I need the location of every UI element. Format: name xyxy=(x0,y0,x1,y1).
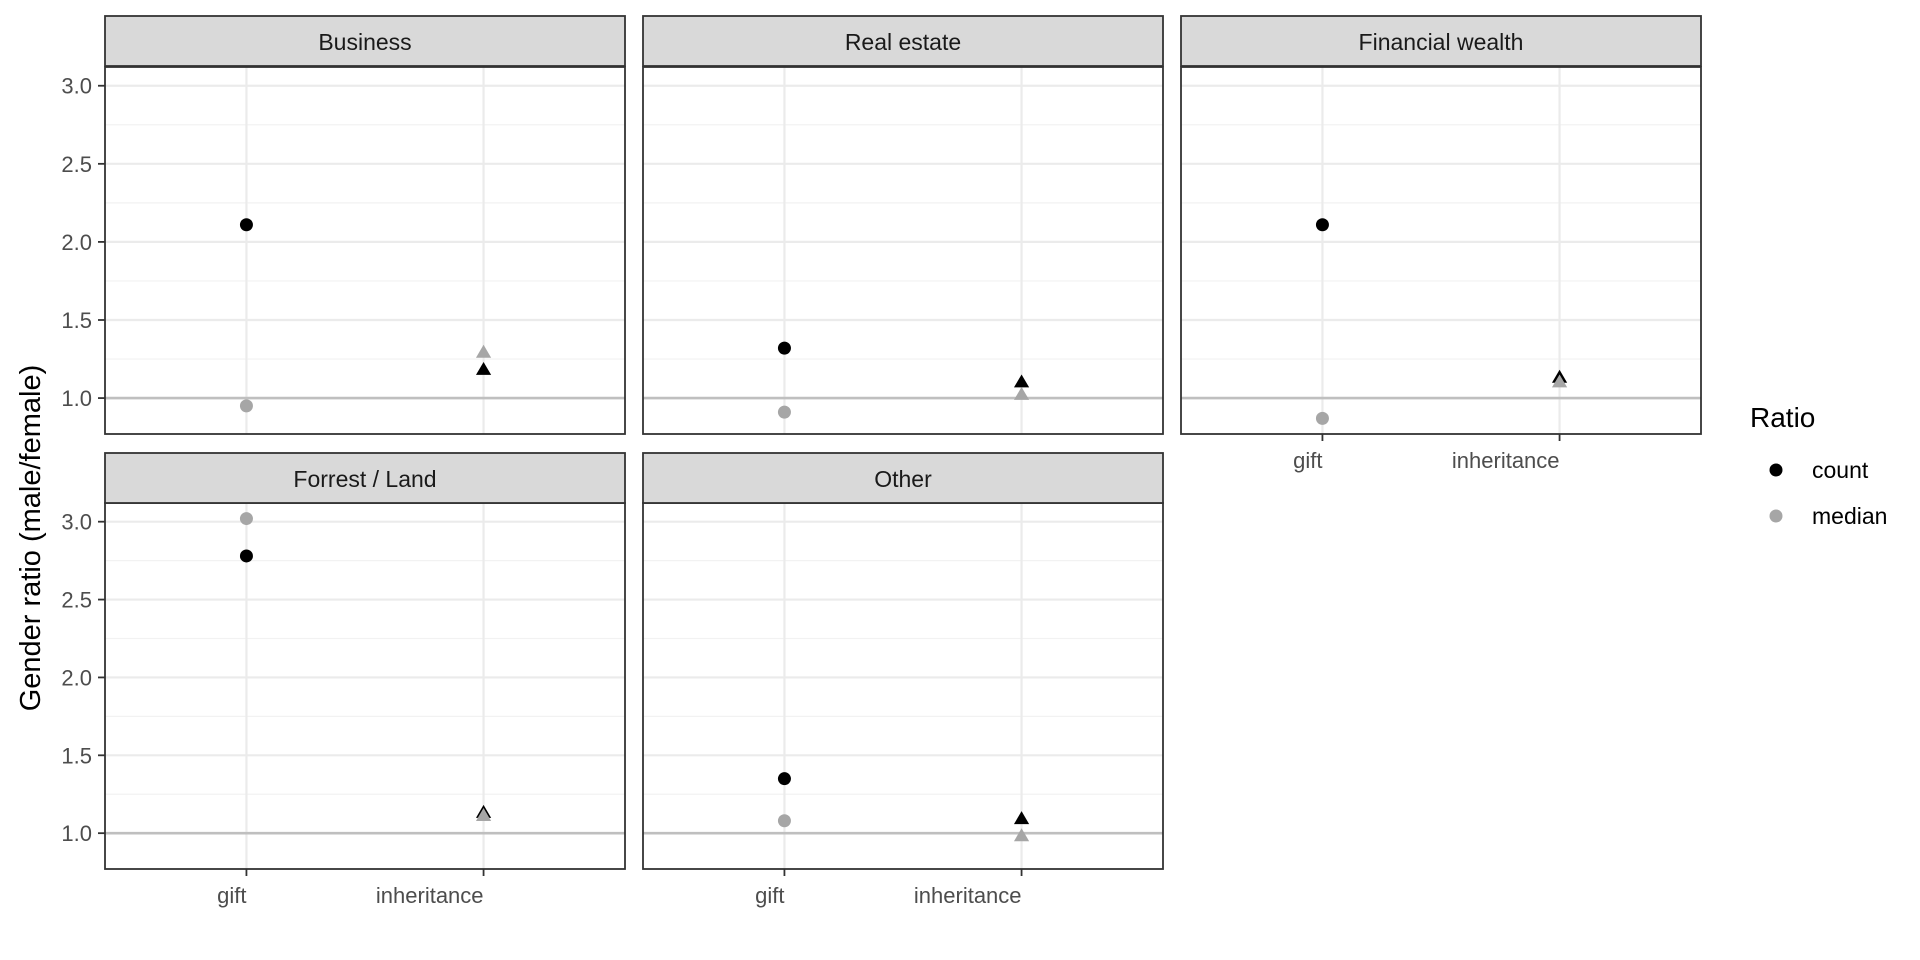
y-tick-label: 3.0 xyxy=(61,510,92,535)
point-median-gift xyxy=(239,512,253,526)
strip-label: Other xyxy=(874,466,932,492)
legend-title: Ratio xyxy=(1750,402,1815,433)
point-median-inheritance xyxy=(1551,374,1568,388)
strip xyxy=(642,15,1164,67)
y-axis-title: Gender ratio (male/female) xyxy=(15,365,47,712)
panel-real-estate: Real estate xyxy=(642,15,1164,435)
x-tick-label-gift: gift xyxy=(755,883,784,908)
point-count-inheritance xyxy=(1013,811,1030,825)
legend-label-count: count xyxy=(1812,457,1869,483)
strip xyxy=(104,15,626,67)
y-tick-label: 1.0 xyxy=(61,386,92,411)
strip xyxy=(642,452,1164,504)
point-median-inheritance xyxy=(1013,386,1030,400)
point-median-inheritance xyxy=(1013,828,1030,842)
panel-border xyxy=(1180,66,1702,435)
panel-border xyxy=(642,66,1164,435)
x-tick-label-inheritance: inheritance xyxy=(1452,448,1560,473)
point-count-inheritance xyxy=(475,361,492,375)
panel-border xyxy=(104,66,626,435)
y-tick-label: 2.0 xyxy=(61,665,92,690)
point-median-gift xyxy=(777,405,791,419)
strip-label: Financial wealth xyxy=(1359,29,1524,55)
y-tick-label: 3.0 xyxy=(61,74,92,99)
point-median-gift xyxy=(777,814,791,828)
panel-background xyxy=(105,503,625,869)
panel-other: Other gift inheritance xyxy=(642,452,1164,908)
point-count-gift xyxy=(239,549,253,563)
panel-background xyxy=(1181,67,1701,434)
y-tick-label: 1.0 xyxy=(61,821,92,846)
point-count-gift xyxy=(239,218,253,232)
point-median-inheritance xyxy=(475,808,492,822)
strip-label: Forrest / Land xyxy=(293,466,436,492)
point-count-gift xyxy=(777,341,791,355)
point-count-gift xyxy=(777,772,791,786)
panel-forrest-land: Forrest / Land 1.0 1.5 2.0 2.5 3.0 gift inherit… xyxy=(61,452,626,908)
strip xyxy=(1180,15,1702,67)
point-median-inheritance xyxy=(475,344,492,358)
legend-entries: count median xyxy=(1769,457,1887,529)
x-tick-label-inheritance: inheritance xyxy=(914,883,1022,908)
strip xyxy=(104,452,626,504)
y-tick-label: 1.5 xyxy=(61,743,92,768)
panel-background xyxy=(643,503,1163,869)
legend-label-median: median xyxy=(1812,503,1887,529)
panel-business: Business 1.0 1.5 2.0 2.5 3.0 xyxy=(61,15,626,435)
y-tick-label: 2.0 xyxy=(61,230,92,255)
point-median-gift xyxy=(1315,411,1329,425)
x-tick-label-inheritance: inheritance xyxy=(376,883,484,908)
y-tick-label: 2.5 xyxy=(61,152,92,177)
x-tick-label-gift: gift xyxy=(1293,448,1322,473)
legend-key-count xyxy=(1769,463,1783,477)
y-tick-label: 2.5 xyxy=(61,588,92,613)
strip-label: Real estate xyxy=(845,29,961,55)
point-count-gift xyxy=(1315,218,1329,232)
legend: Ratio count median xyxy=(1750,402,1887,529)
legend-key-median xyxy=(1769,509,1783,523)
panel-financial-wealth: Financial wealth gift inheritance xyxy=(1180,15,1702,473)
panel-background xyxy=(105,67,625,434)
point-median-gift xyxy=(239,399,253,413)
x-tick-label-gift: gift xyxy=(217,883,246,908)
y-tick-label: 1.5 xyxy=(61,308,92,333)
panel-background xyxy=(643,67,1163,434)
strip-label: Business xyxy=(318,29,411,55)
point-count-inheritance xyxy=(1013,374,1030,388)
panels: Business 1.0 1.5 2.0 2.5 3.0 Real estate Financ… xyxy=(61,15,1702,908)
